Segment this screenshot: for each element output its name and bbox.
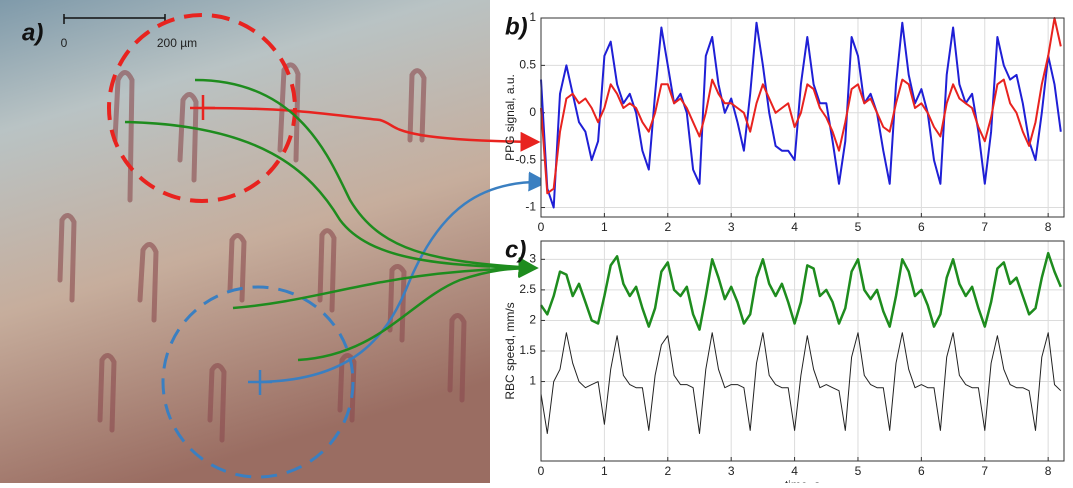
data-line — [540, 332, 1062, 434]
x-tick-label: 0 — [538, 464, 545, 478]
x-tick-label: 2 — [664, 220, 671, 234]
y-tick-label: 1.5 — [519, 343, 536, 357]
scale-start: 0 — [61, 36, 68, 50]
panel-label: b) — [505, 13, 528, 40]
x-tick-label: 7 — [981, 464, 988, 478]
y-tick-label: 3 — [529, 252, 536, 266]
x-tick-label: 3 — [728, 464, 735, 478]
x-tick-label: 5 — [855, 464, 862, 478]
plot-frame — [540, 240, 1065, 462]
x-tick-label: 4 — [791, 220, 798, 234]
y-tick-label: 1 — [529, 10, 536, 24]
data-line — [540, 21, 1062, 209]
scale-end: 200 µm — [157, 36, 197, 50]
x-tick-label: 6 — [918, 220, 925, 234]
x-tick-label: 8 — [1045, 464, 1052, 478]
x-tick-label: 3 — [728, 220, 735, 234]
x-tick-label: 0 — [538, 220, 545, 234]
x-tick-label: 7 — [981, 220, 988, 234]
x-tick-label: 1 — [601, 464, 608, 478]
x-tick-label: 6 — [918, 464, 925, 478]
panel-label: a) — [22, 19, 43, 46]
microscopy-image: a) 0 200 µm — [0, 0, 549, 483]
x-tick-label: 5 — [855, 220, 862, 234]
y-tick-label: 0.5 — [519, 58, 536, 72]
panel-label: c) — [505, 236, 526, 263]
y-tick-label: 2.5 — [519, 282, 536, 296]
plot-area — [541, 18, 1064, 217]
x-tick-label: 1 — [601, 220, 608, 234]
plot-frame — [540, 17, 1065, 218]
y-tick-label: 1 — [529, 374, 536, 388]
x-tick-label: 4 — [791, 464, 798, 478]
x-axis-label: time, s — [785, 478, 820, 483]
y-tick-label: -1 — [525, 200, 536, 214]
y-tick-label: -0.5 — [515, 152, 536, 166]
data-line — [539, 251, 1062, 331]
data-line — [540, 17, 1062, 195]
x-tick-label: 8 — [1045, 220, 1052, 234]
y-axis-label: PPG signal, a.u. — [503, 74, 517, 161]
y-axis-label: RBC speed, mm/s — [503, 302, 517, 399]
y-tick-label: 0 — [529, 105, 536, 119]
x-tick-label: 2 — [664, 464, 671, 478]
y-tick-label: 2 — [529, 313, 536, 327]
